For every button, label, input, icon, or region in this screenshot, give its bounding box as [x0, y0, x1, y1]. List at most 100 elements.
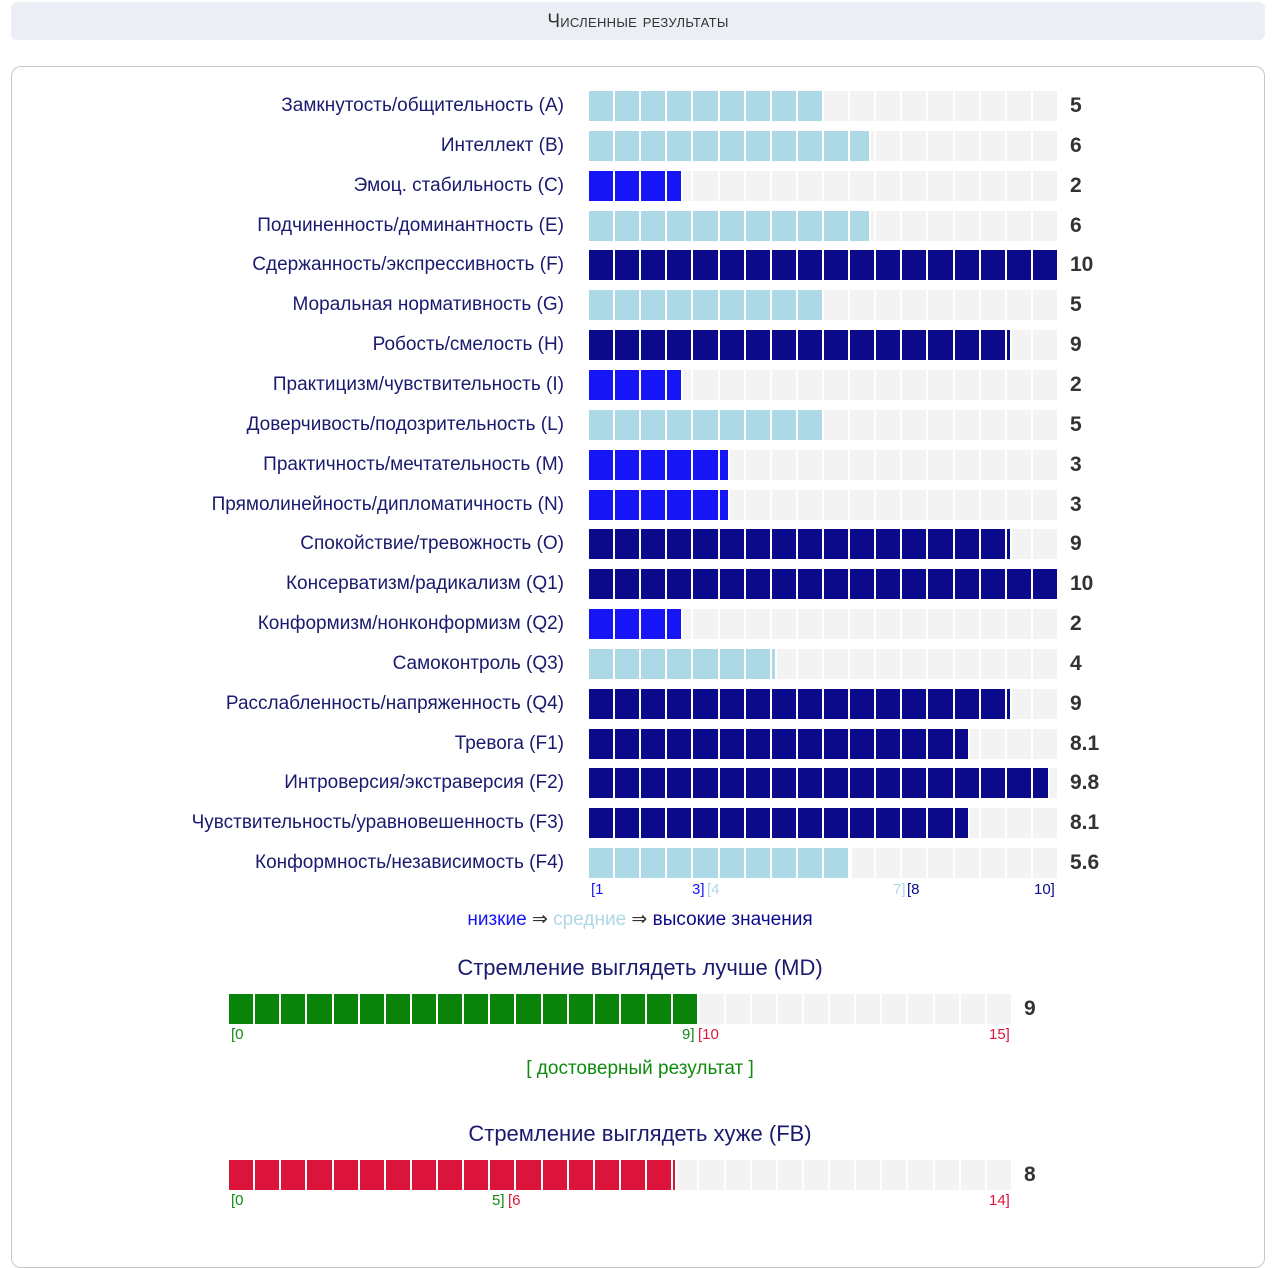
- bar-cell: [980, 450, 1007, 480]
- bar-fill: [693, 211, 720, 241]
- bar-fill: [589, 171, 616, 201]
- bar-cell: [928, 450, 955, 480]
- bar-cell: [1032, 370, 1059, 400]
- bar-fill: [902, 729, 929, 759]
- fb-bar-cell: [882, 1160, 909, 1190]
- factor-n-bar: [589, 490, 1059, 520]
- factor-value: 10: [1070, 253, 1094, 276]
- bar-fill: [1006, 689, 1012, 719]
- bar-cell: [954, 91, 981, 121]
- bar-cell: [824, 450, 851, 480]
- fb-scale-split-left: 5]: [492, 1192, 505, 1209]
- bar-fill: [641, 689, 668, 719]
- bar-fill: [615, 569, 642, 599]
- bar-fill: [641, 569, 668, 599]
- md-bar-fill: [281, 994, 308, 1024]
- bar-fill: [745, 250, 772, 280]
- fb-bar-fill: [542, 1160, 569, 1190]
- md-bar-cell: [699, 994, 726, 1024]
- factor-label: Моральная нормативность (G): [292, 294, 564, 315]
- factor-label: Замкнутость/общительность (A): [281, 95, 564, 116]
- bar-fill: [615, 609, 642, 639]
- md-bar-cell: [751, 994, 778, 1024]
- bar-fill: [615, 290, 642, 320]
- bar-fill: [641, 211, 668, 241]
- bar-fill: [1006, 569, 1033, 599]
- bar-fill: [745, 569, 772, 599]
- bar-fill: [641, 250, 668, 280]
- bar-fill: [589, 450, 616, 480]
- bar-cell: [1032, 450, 1059, 480]
- bar-fill: [615, 689, 642, 719]
- bar-cell: [1006, 808, 1033, 838]
- fb-bar-fill: [516, 1160, 543, 1190]
- bar-fill: [797, 569, 824, 599]
- bar-cell: [824, 649, 851, 679]
- bar-fill: [850, 330, 877, 360]
- bar-fill: [928, 250, 955, 280]
- bar-cell: [824, 290, 851, 320]
- factor-l-bar: [589, 410, 1059, 440]
- legend-arrow: ⇒: [526, 909, 554, 930]
- bar-fill: [589, 211, 616, 241]
- bar-fill: [693, 689, 720, 719]
- section-title: Численные результаты: [547, 11, 729, 32]
- bar-fill: [641, 529, 668, 559]
- bar-cell: [928, 848, 955, 878]
- bar-cell: [928, 290, 955, 320]
- bar-fill: [667, 490, 694, 520]
- fb-bar-fill: [568, 1160, 595, 1190]
- bar-cell: [980, 649, 1007, 679]
- fb-bar-fill: [490, 1160, 517, 1190]
- bar-fill: [667, 689, 694, 719]
- bar-fill: [589, 410, 616, 440]
- bar-fill: [824, 848, 851, 878]
- bar-fill: [771, 131, 798, 161]
- md-bar-fill: [359, 994, 386, 1024]
- bar-cell: [745, 609, 772, 639]
- bar-fill: [615, 729, 642, 759]
- bar-cell: [1032, 848, 1059, 878]
- bar-fill: [719, 689, 746, 719]
- bar-cell: [876, 649, 903, 679]
- md-bar-fill: [438, 994, 465, 1024]
- bar-cell: [824, 91, 851, 121]
- bar-cell: [797, 370, 824, 400]
- bar-cell: [928, 211, 955, 241]
- bar-fill: [771, 768, 798, 798]
- md-bar-fill: [568, 994, 595, 1024]
- md-bar-track: [229, 994, 1013, 1024]
- bar-cell: [850, 649, 877, 679]
- bar-fill: [902, 330, 929, 360]
- factor-f-bar: [589, 250, 1059, 280]
- bar-fill: [771, 330, 798, 360]
- bar-fill: [667, 569, 694, 599]
- bar-fill: [641, 290, 668, 320]
- scale-high-start: [8: [907, 881, 920, 898]
- legend-low: низкие: [467, 909, 527, 930]
- bar-fill: [745, 410, 772, 440]
- bar-fill: [797, 689, 824, 719]
- bar-fill: [797, 290, 824, 320]
- bar-fill: [928, 569, 955, 599]
- bar-fill: [667, 768, 694, 798]
- factor-m-bar: [589, 450, 1059, 480]
- bar-cell: [902, 848, 929, 878]
- fb-bar-fill: [229, 1160, 256, 1190]
- bar-fill: [954, 729, 970, 759]
- fb-bar-fill: [464, 1160, 491, 1190]
- bar-fill: [667, 330, 694, 360]
- bar-fill: [980, 330, 1007, 360]
- bar-fill: [797, 848, 824, 878]
- bar-cell: [797, 450, 824, 480]
- bar-fill: [745, 529, 772, 559]
- bar-fill: [641, 729, 668, 759]
- bar-fill: [615, 370, 642, 400]
- bar-cell: [928, 609, 955, 639]
- bar-fill: [615, 330, 642, 360]
- fb-scale-start: [0: [231, 1192, 244, 1209]
- bar-cell: [980, 171, 1007, 201]
- bar-fill: [954, 529, 981, 559]
- fb-bar-cell: [751, 1160, 778, 1190]
- bar-fill: [693, 450, 720, 480]
